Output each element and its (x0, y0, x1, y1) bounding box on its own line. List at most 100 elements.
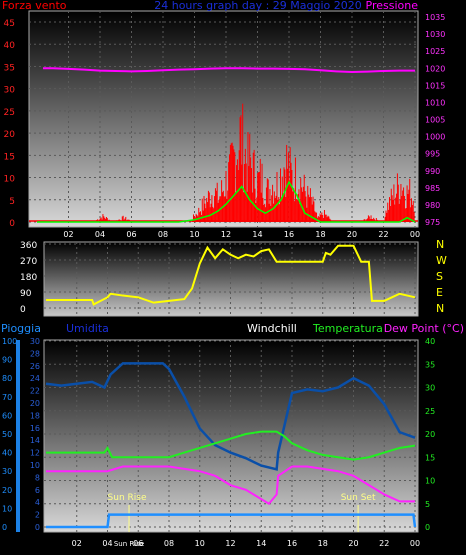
direction-tick-label: 270 (20, 257, 37, 267)
time-tick-label: 02 (63, 230, 73, 239)
time-tick-label: 00 (410, 230, 420, 239)
temperature-label: Temperatura (312, 322, 383, 335)
direction-tick-label: 90 (20, 289, 32, 299)
rain-tick-label: 14 (30, 436, 40, 445)
rain-tick-label: 26 (30, 362, 40, 371)
dewpoint-label: Dew Point (°C) (384, 322, 464, 335)
compass-letter: E (436, 286, 443, 299)
wind-direction-line (46, 244, 416, 306)
rain-label: Pioggia (1, 322, 41, 335)
time-tick-label: 10 (195, 539, 205, 548)
time-tick-label: 00 (410, 539, 420, 548)
direction-tick-label: 180 (20, 273, 37, 283)
time-tick-label: 20 (347, 230, 357, 239)
time-tick-label: 22 (378, 230, 388, 239)
time-tick-label: 22 (379, 539, 389, 548)
humidity-line (45, 362, 416, 471)
wind-tick-label: 25 (4, 108, 15, 118)
wind-tick-label: 10 (4, 175, 16, 185)
pressure-tick-label: 1020 (425, 64, 445, 73)
compass-letter: N (436, 238, 444, 251)
time-tick-label: 20 (348, 539, 358, 548)
pressure-axis: 975 980 985 990 995 1000 1005 1010 1015 1020 1025 1… (425, 13, 445, 227)
rain-tick-label: 12 (30, 449, 40, 458)
wind-tick-label: 35 (4, 63, 15, 73)
rain-tick-label: 16 (30, 424, 40, 433)
humidity-tick-label: 50 (2, 430, 12, 439)
temperature-tick-label: 15 (425, 453, 435, 462)
wind-tick-label: 5 (9, 197, 15, 207)
pressure-line (43, 67, 415, 74)
time-tick-label: 14 (256, 539, 266, 548)
pressure-tick-label: 995 (425, 150, 440, 159)
panel1-time-axis: 02 04 06 08 10 12 14 16 18 20 22 00 (63, 230, 420, 239)
rain-tick-label: 4 (35, 498, 40, 507)
humidity-tick-label: 30 (2, 467, 12, 476)
time-tick-label: 08 (158, 230, 168, 239)
rain-tick-label: 6 (35, 486, 40, 495)
direction-tick-label: 360 (20, 241, 37, 251)
humidity-tick-label: 70 (2, 393, 12, 402)
humidity-tick-label: 40 (2, 449, 12, 458)
time-tick-label: 06 (133, 539, 143, 548)
pressure-tick-label: 980 (425, 201, 440, 210)
time-tick-label: 06 (126, 230, 136, 239)
panel2-grid (44, 242, 418, 316)
humidity-tick-label: 100 (2, 337, 17, 346)
wind-force-label: Forza vento (2, 0, 67, 12)
time-tick-label: 18 (315, 230, 325, 239)
humidity-tick-label: 0 (2, 523, 7, 532)
humidity-axis: 0 10 20 30 40 50 60 70 80 90 100 (2, 337, 17, 532)
compass-letter: W (436, 254, 447, 267)
rain-tick-label: 22 (30, 387, 40, 396)
pressure-tick-label: 1030 (425, 30, 445, 39)
time-tick-label: 16 (284, 230, 294, 239)
rain-line (46, 513, 417, 529)
pressure-tick-label: 1005 (425, 116, 445, 125)
rain-tick-label: 20 (30, 399, 40, 408)
rain-tick-label: 30 (30, 337, 40, 346)
pressure-tick-label: 1035 (425, 13, 445, 22)
time-tick-label: 04 (102, 539, 112, 548)
pressure-tick-label: 1025 (425, 47, 445, 56)
chart-title: 24 hours graph day : 29 Maggio 2020 (154, 0, 362, 12)
wind-tick-label: 15 (4, 152, 15, 162)
temperature-tick-label: 20 (425, 430, 435, 439)
panel3-grid (44, 340, 418, 532)
pressure-tick-label: 985 (425, 184, 440, 193)
dewpoint-line (46, 465, 415, 506)
time-tick-label: Sun Rise (114, 540, 144, 548)
time-tick-label: 12 (225, 539, 235, 548)
humidity-label: Umidita (66, 322, 109, 335)
wind-average-line (37, 180, 416, 223)
rain-tick-label: 8 (35, 473, 40, 482)
pressure-tick-label: 990 (425, 167, 440, 176)
rain-tick-label: 28 (30, 349, 40, 358)
rain-tick-label: 18 (30, 411, 40, 420)
temperature-tick-label: 30 (425, 384, 435, 393)
temperature-tick-label: 25 (425, 407, 435, 416)
rain-tick-label: 2 (35, 511, 40, 520)
temperature-line (46, 430, 416, 461)
rain-tick-label: 0 (35, 523, 40, 532)
pressure-tick-label: 975 (425, 218, 440, 227)
wind-tick-label: 45 (4, 19, 15, 29)
sunrise-label: Sun Rise (108, 493, 147, 503)
temperature-humidity-panel: Pioggia Umidita Windchill Temperatura De… (1, 322, 464, 548)
wind-tick-label: 20 (4, 130, 16, 140)
temperature-axis: 0 5 10 15 20 25 30 35 40 (425, 337, 435, 532)
time-tick-label: 12 (221, 230, 231, 239)
temperature-tick-label: 35 (425, 360, 435, 369)
temperature-tick-label: 5 (425, 500, 430, 509)
temperature-tick-label: 10 (425, 477, 435, 486)
humidity-tick-label: 10 (2, 504, 12, 513)
pressure-tick-label: 1010 (425, 98, 445, 107)
time-tick-label: 16 (287, 539, 297, 548)
wind-tick-label: 40 (4, 41, 16, 51)
time-tick-label: 18 (318, 539, 328, 548)
